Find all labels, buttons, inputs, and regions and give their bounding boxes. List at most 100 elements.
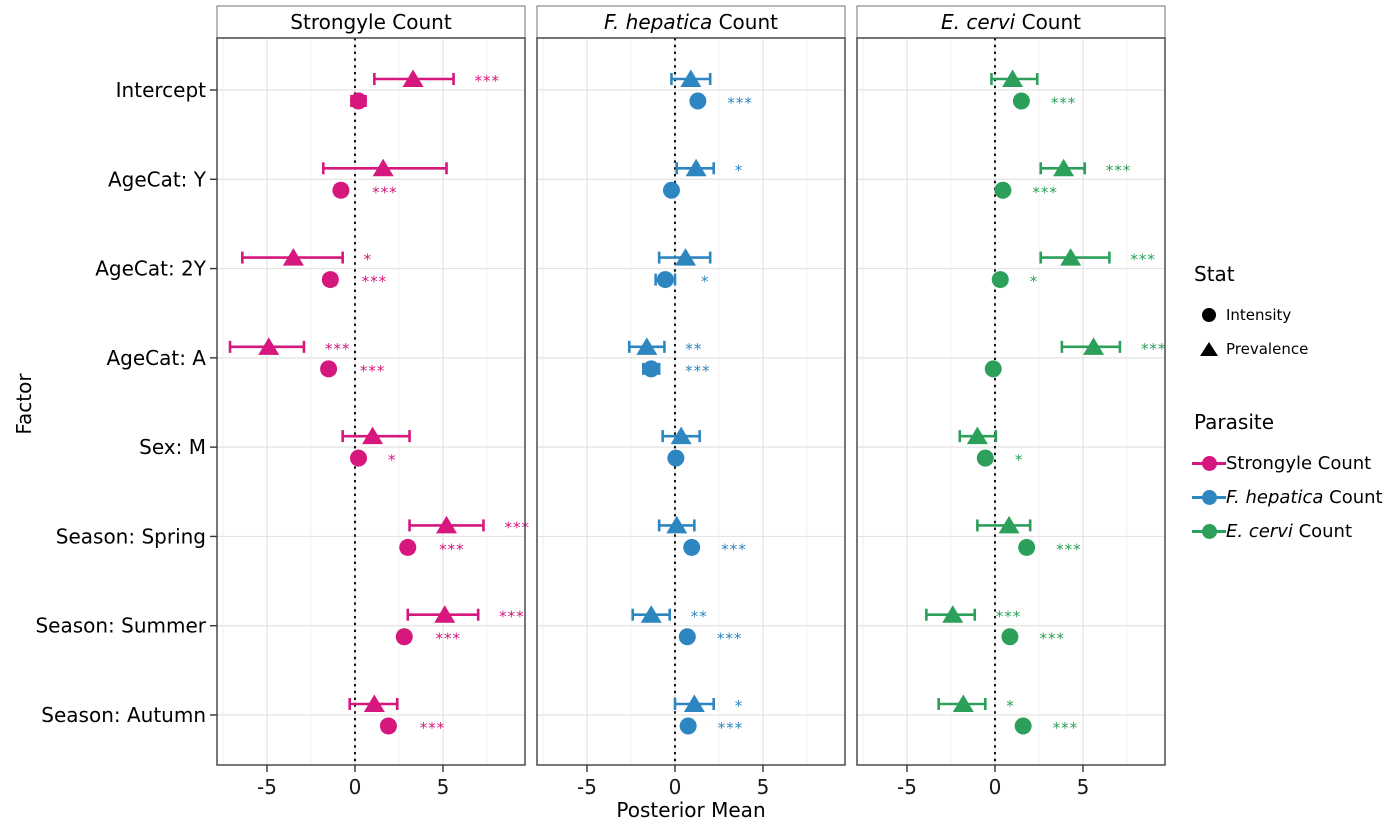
significance-stars: *	[1030, 273, 1039, 291]
estimate-prevalence: ***	[1039, 248, 1156, 269]
y-category-label: Sex: M	[139, 435, 206, 459]
point-marker-circle	[1018, 538, 1036, 556]
estimate-intensity	[984, 360, 1002, 378]
estimate-prevalence: ***	[408, 515, 529, 536]
x-tick-label: 5	[437, 775, 450, 799]
legend-item-e-cervi: E. cervi Count	[1192, 514, 1398, 548]
point-marker-triangle	[683, 694, 705, 712]
x-tick-label: 5	[757, 775, 770, 799]
significance-stars: ***	[439, 540, 465, 558]
point-line-icon	[1192, 456, 1226, 471]
facet-strip	[536, 5, 846, 39]
significance-stars: ***	[372, 183, 398, 201]
point-marker-triangle	[434, 605, 456, 623]
y-category-label: AgeCat: 2Y	[95, 257, 207, 281]
panel-background	[537, 38, 845, 765]
estimate-prevalence	[661, 426, 701, 445]
point-marker-circle	[350, 92, 368, 110]
point-marker-circle	[683, 538, 701, 556]
point-marker-triangle	[680, 69, 702, 87]
point-marker-circle	[395, 628, 413, 646]
significance-stars: ***	[499, 608, 524, 626]
point-marker-circle	[984, 360, 1002, 378]
point-marker-triangle	[1083, 337, 1105, 355]
significance-stars: ***	[475, 72, 501, 90]
x-tick-label: 5	[1077, 775, 1090, 799]
point-marker-circle	[991, 271, 1009, 289]
estimate-intensity: *	[991, 271, 1039, 291]
estimate-prevalence: *	[937, 694, 1015, 715]
point-marker-triangle	[282, 248, 304, 266]
point-marker-circle	[994, 181, 1012, 199]
significance-stars: ***	[436, 630, 462, 648]
point-marker-triangle	[436, 515, 458, 534]
point-line-icon	[1192, 490, 1226, 505]
facet-strip	[216, 5, 526, 39]
legend-stat-title: Stat	[1194, 262, 1235, 286]
legend-item-prevalence: Prevalence	[1192, 332, 1398, 366]
estimate-intensity	[350, 92, 368, 110]
estimate-prevalence: *	[241, 248, 371, 269]
point-marker-triangle	[966, 426, 988, 445]
y-category-label: Intercept	[116, 78, 207, 102]
legend: Stat Intensity Prevalence Parasite Stron…	[1192, 262, 1398, 548]
significance-stars: ***	[1039, 630, 1065, 648]
legend-item-label: Strongyle Count	[1226, 452, 1372, 474]
point-marker-circle	[1012, 92, 1030, 110]
point-marker-triangle	[670, 426, 692, 445]
estimate-prevalence: *	[675, 158, 742, 179]
point-marker-circle	[350, 449, 368, 467]
point-marker-triangle	[362, 426, 384, 445]
estimate-prevalence: ***	[406, 605, 524, 626]
estimate-prevalence: ***	[228, 337, 351, 358]
facet-title: Strongyle Count	[290, 10, 452, 34]
triangle-icon	[1192, 342, 1226, 356]
point-marker-circle	[656, 271, 674, 289]
estimate-prevalence	[958, 426, 998, 445]
significance-stars: ***	[721, 540, 747, 558]
estimate-prevalence	[657, 248, 712, 266]
legend-item-label: E. cervi Count	[1226, 520, 1353, 542]
significance-stars: *	[735, 697, 744, 715]
estimate-intensity: ***	[1001, 628, 1065, 648]
significance-stars: ***	[717, 630, 743, 648]
point-marker-triangle	[363, 694, 385, 712]
panel-border	[216, 37, 526, 766]
x-tick-label: 0	[669, 775, 682, 799]
estimate-intensity: ***	[1014, 717, 1077, 737]
estimate-prevalence: ***	[373, 69, 501, 90]
point-marker-circle	[678, 628, 696, 646]
point-marker-triangle	[685, 158, 707, 177]
significance-stars: ***	[718, 719, 744, 737]
point-marker-triangle	[1060, 248, 1082, 266]
significance-stars: *	[1015, 451, 1024, 469]
estimate-prevalence: ***	[925, 605, 1020, 626]
significance-stars: ***	[420, 719, 446, 737]
x-tick-label: -5	[257, 775, 277, 799]
point-marker-triangle	[1002, 69, 1024, 87]
estimate-intensity: ***	[683, 538, 747, 558]
legend-item-intensity: Intensity	[1192, 298, 1398, 332]
estimate-prevalence	[990, 69, 1039, 87]
estimate-intensity: *	[654, 271, 710, 291]
significance-stars: *	[1006, 697, 1015, 715]
point-marker-triangle	[1053, 158, 1075, 177]
estimate-intensity: ***	[379, 717, 446, 737]
point-marker-triangle	[942, 605, 964, 623]
significance-stars: ***	[1130, 251, 1156, 269]
legend-item-label: Prevalence	[1226, 340, 1309, 358]
estimate-intensity: ***	[994, 181, 1058, 201]
significance-stars: ***	[325, 340, 351, 358]
point-marker-circle	[662, 181, 680, 199]
estimate-intensity: ***	[321, 271, 386, 291]
facet-title: E. cervi Count	[941, 10, 1081, 34]
significance-stars: *	[701, 273, 710, 291]
point-marker-triangle	[952, 694, 974, 712]
significance-stars: ***	[685, 362, 711, 380]
point-marker-circle	[679, 717, 697, 735]
point-marker-circle	[321, 271, 339, 289]
point-marker-triangle	[998, 515, 1020, 534]
estimate-intensity: ***	[679, 717, 744, 737]
significance-stars: ***	[1032, 183, 1058, 201]
